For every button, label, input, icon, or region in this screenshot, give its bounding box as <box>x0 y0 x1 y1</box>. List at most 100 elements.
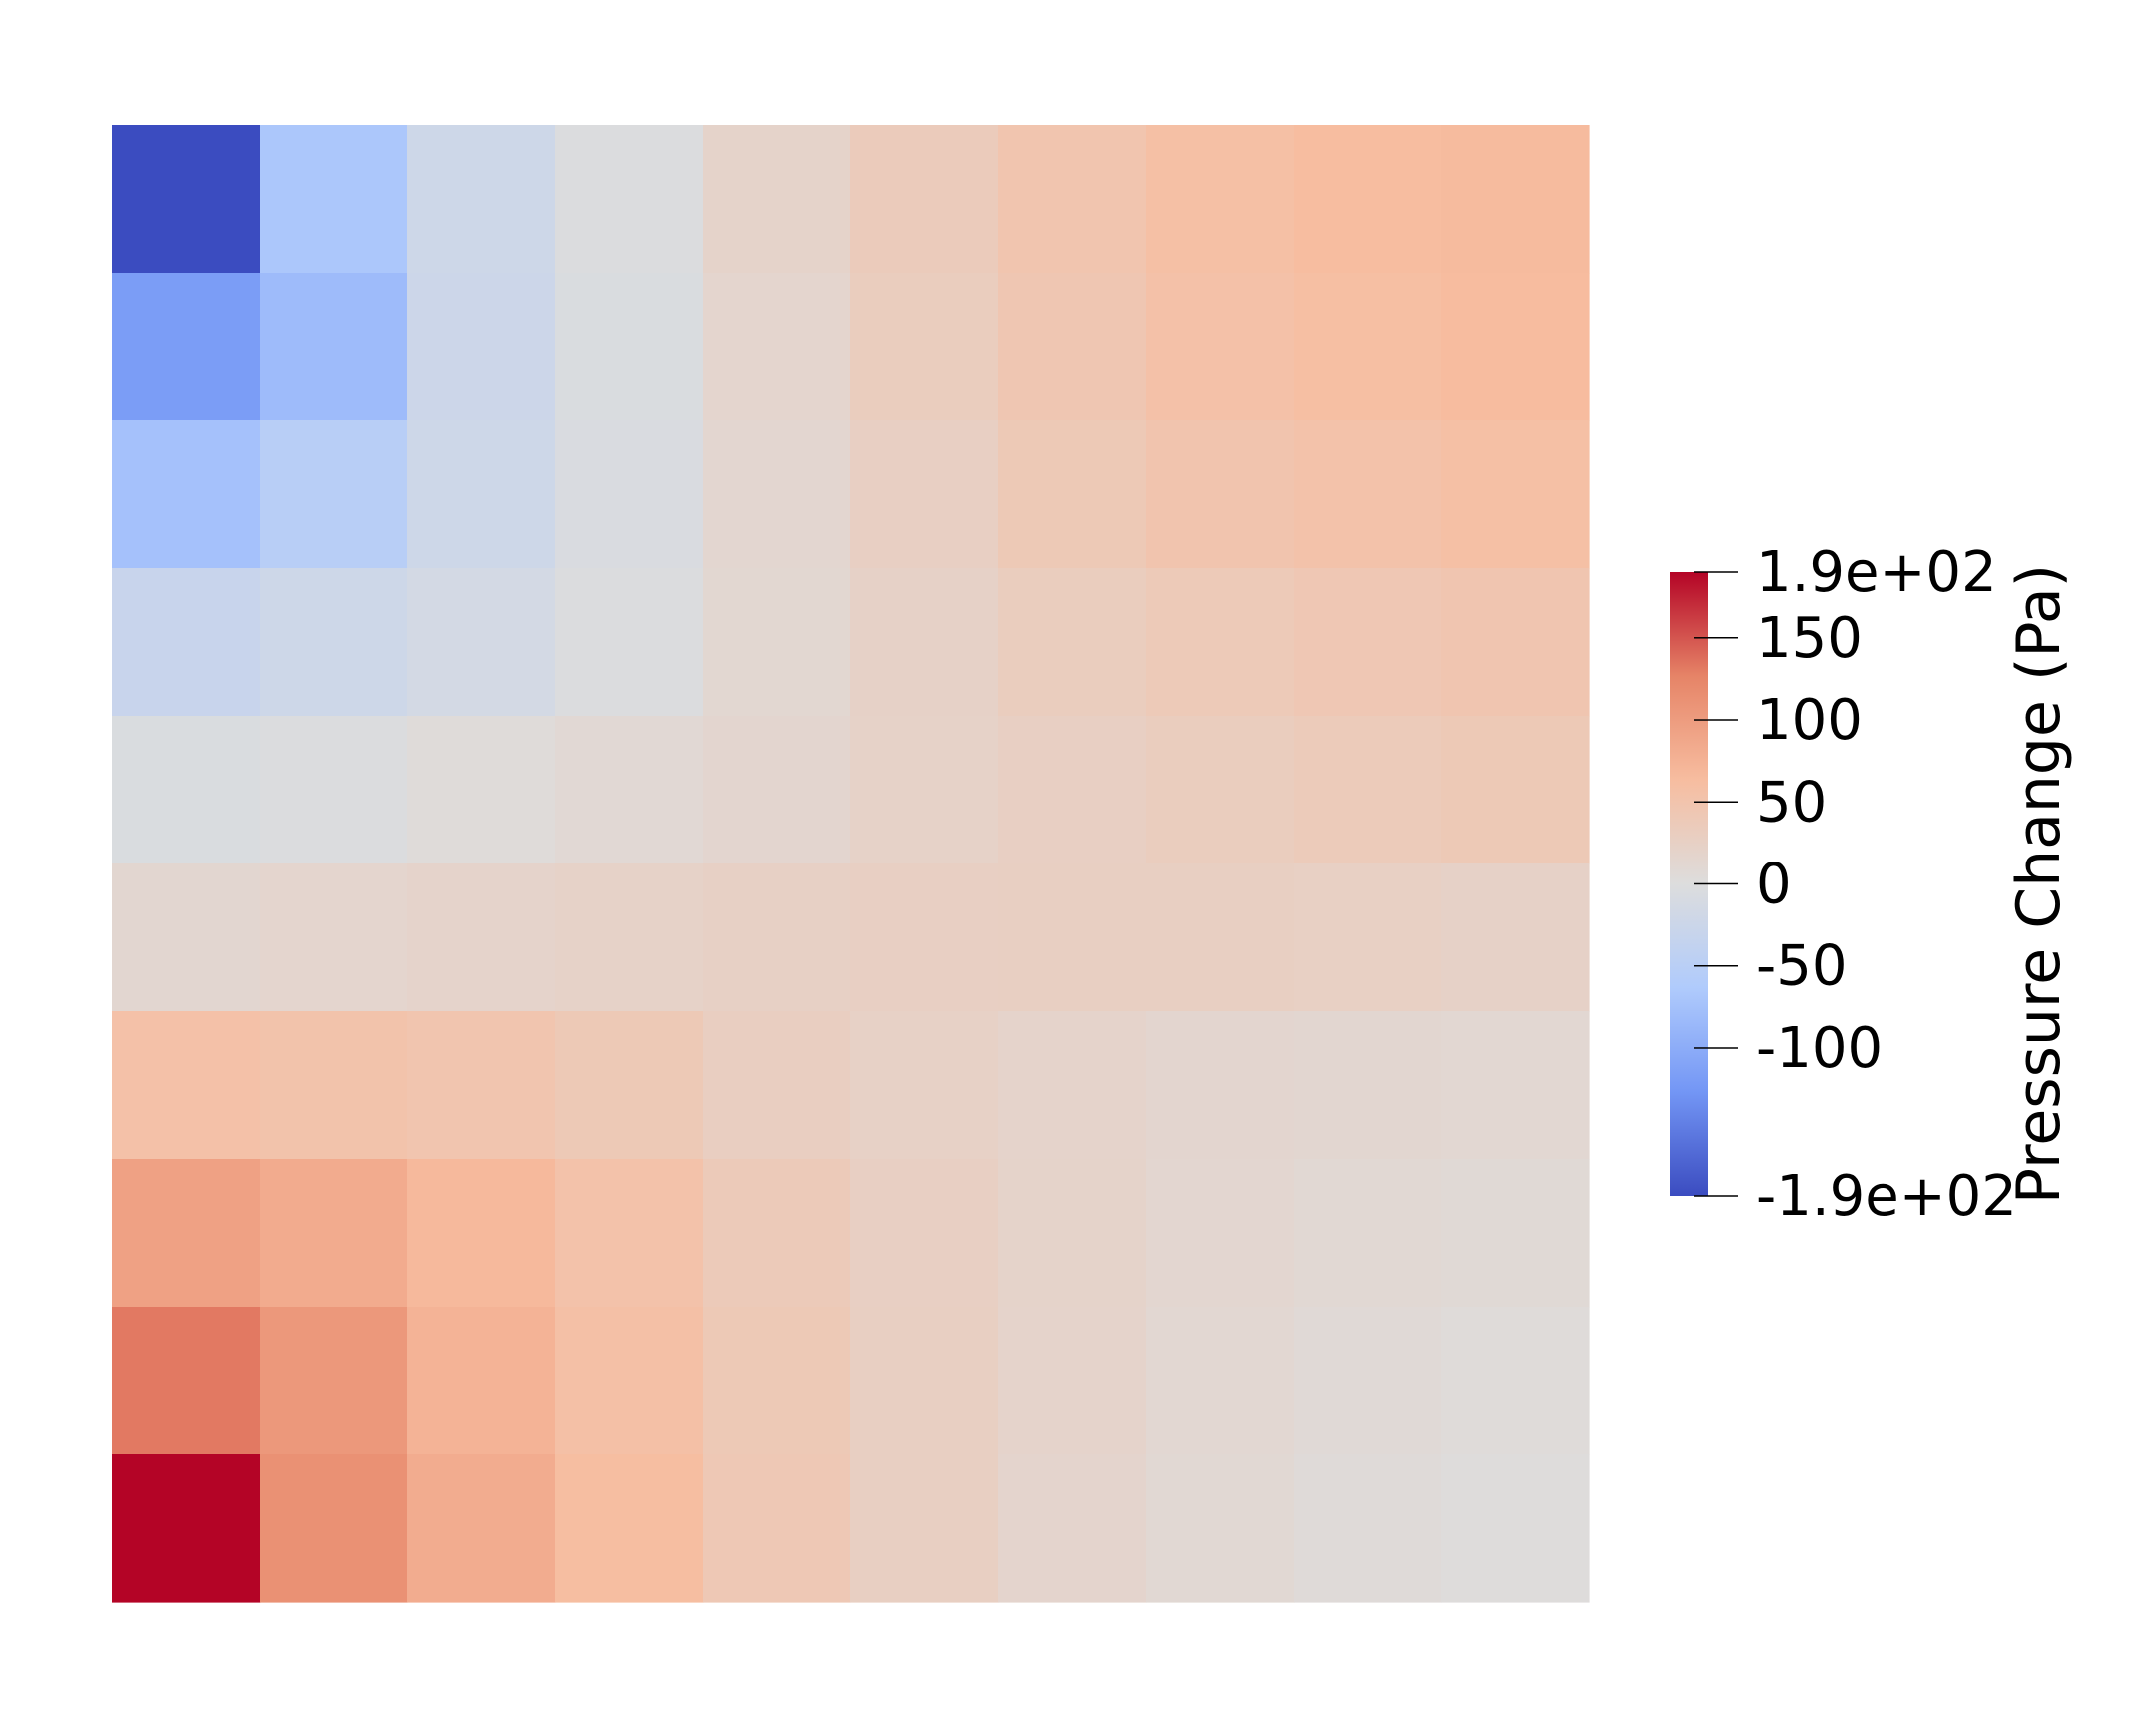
heatmap-cell <box>703 716 851 864</box>
heatmap-cell <box>407 125 556 274</box>
heatmap-cell <box>555 125 704 274</box>
heatmap-cell <box>998 125 1147 274</box>
heatmap-cell <box>112 716 261 864</box>
heatmap-cell <box>407 1454 556 1603</box>
heatmap-cell <box>1294 1307 1442 1455</box>
heatmap-cell <box>1146 273 1295 421</box>
heatmap-cell <box>1146 1159 1295 1308</box>
heatmap-cell <box>1146 1454 1295 1603</box>
heatmap-cell <box>1294 863 1442 1012</box>
heatmap-cell <box>850 125 999 274</box>
heatmap-cell <box>112 1159 261 1308</box>
heatmap-cell <box>998 568 1147 717</box>
heatmap-cell <box>998 863 1147 1012</box>
heatmap-cell <box>112 1454 261 1603</box>
colorbar-tick-label: -50 <box>1756 934 1847 999</box>
heatmap-cell <box>555 420 704 569</box>
colorbar-tick-label: -100 <box>1756 1016 1883 1081</box>
heatmap-cell <box>555 1307 704 1455</box>
heatmap-cell <box>850 1454 999 1603</box>
colorbar-tick-label: 100 <box>1756 688 1863 753</box>
heatmap-cell <box>555 1454 704 1603</box>
colorbar-tick-label: 150 <box>1756 606 1863 671</box>
heatmap-cell <box>998 1307 1147 1455</box>
heatmap-cell <box>112 420 261 569</box>
heatmap-cell <box>407 1307 556 1455</box>
heatmap-cell <box>703 1454 851 1603</box>
heatmap-cell <box>260 1159 408 1308</box>
heatmap-cell <box>260 1454 408 1603</box>
heatmap-cell <box>407 568 556 717</box>
colorbar-tick-label: 50 <box>1756 770 1827 835</box>
heatmap-cell <box>1441 1454 1590 1603</box>
heatmap-cell <box>555 716 704 864</box>
heatmap-cell <box>1146 863 1295 1012</box>
heatmap-cell <box>407 716 556 864</box>
heatmap-cell <box>555 568 704 717</box>
heatmap-cell <box>1294 1454 1442 1603</box>
heatmap-cell <box>998 1159 1147 1308</box>
heatmap-cell <box>998 716 1147 864</box>
heatmap-cell <box>112 1307 261 1455</box>
heatmap-cell <box>1441 1011 1590 1160</box>
heatmap-cell <box>998 420 1147 569</box>
colorbar-tick-label: 1.9e+02 <box>1756 540 1997 605</box>
heatmap-cell <box>112 273 261 421</box>
colorbar-tick-label: 0 <box>1756 853 1792 917</box>
heatmap-cell <box>850 716 999 864</box>
heatmap-cell <box>1441 273 1590 421</box>
heatmap-cell <box>850 1011 999 1160</box>
heatmap-cell <box>703 568 851 717</box>
heatmap-cell <box>1441 125 1590 274</box>
heatmap-cell <box>555 863 704 1012</box>
heatmap-cell <box>260 1011 408 1160</box>
heatmap-cell <box>407 420 556 569</box>
heatmap-cell <box>1294 568 1442 717</box>
heatmap-cell <box>703 863 851 1012</box>
heatmap-cell <box>260 273 408 421</box>
heatmap-cell <box>260 716 408 864</box>
heatmap-cell <box>998 273 1147 421</box>
heatmap-cell <box>260 863 408 1012</box>
heatmap-cell <box>1441 1307 1590 1455</box>
heatmap-cell <box>703 1159 851 1308</box>
heatmap-cell <box>555 1159 704 1308</box>
heatmap-cell <box>850 1159 999 1308</box>
heatmap-cell <box>555 1011 704 1160</box>
heatmap-cell <box>1441 420 1590 569</box>
heatmap-cell <box>260 125 408 274</box>
heatmap-cell <box>703 1011 851 1160</box>
heatmap-cell <box>1146 420 1295 569</box>
heatmap-cell <box>850 863 999 1012</box>
heatmap-cell <box>850 273 999 421</box>
colorbar-title: Pressure Change (Pa) <box>2004 564 2074 1204</box>
heatmap-cell <box>703 273 851 421</box>
heatmap-cell <box>850 568 999 717</box>
heatmap-cell <box>998 1454 1147 1603</box>
heatmap-cell <box>850 1307 999 1455</box>
heatmap-cell <box>1294 1159 1442 1308</box>
heatmap-cell <box>1146 568 1295 717</box>
heatmap-grid <box>112 125 1590 1603</box>
heatmap-cell <box>1146 125 1295 274</box>
heatmap-cell <box>407 273 556 421</box>
heatmap-cell <box>1146 716 1295 864</box>
heatmap-cell <box>112 863 261 1012</box>
heatmap-cell <box>112 125 261 274</box>
heatmap-cell <box>1294 273 1442 421</box>
heatmap-cell <box>1441 1159 1590 1308</box>
heatmap-cell <box>260 1307 408 1455</box>
heatmap-cell <box>1441 568 1590 717</box>
heatmap-cell <box>407 1159 556 1308</box>
heatmap-cell <box>703 1307 851 1455</box>
heatmap-cell <box>1294 420 1442 569</box>
heatmap-cell <box>1146 1011 1295 1160</box>
heatmap-cell <box>1146 1307 1295 1455</box>
heatmap-cell <box>407 1011 556 1160</box>
heatmap-cell <box>407 863 556 1012</box>
heatmap-cell <box>703 125 851 274</box>
heatmap-cell <box>112 568 261 717</box>
